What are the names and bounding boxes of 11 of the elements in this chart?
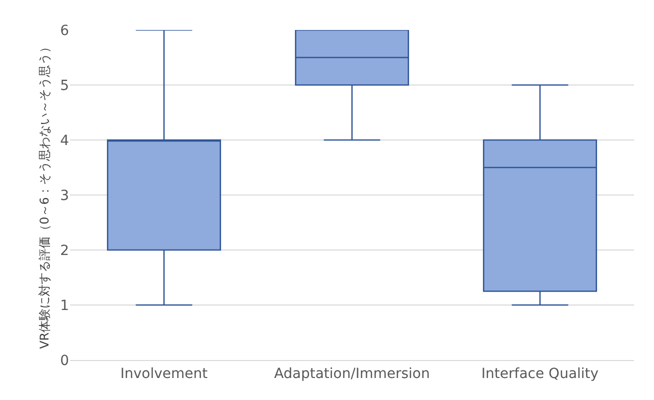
x-tick-label: Interface Quality (481, 366, 599, 382)
y-axis-title: VR体験に対する評価（0～6：そう思わない～そう思う） (37, 41, 52, 349)
y-tick-label: 4 (60, 132, 70, 149)
x-tick-label: Involvement (120, 366, 208, 382)
y-tick-label: 5 (60, 78, 69, 94)
y-tick-label: 0 (60, 352, 69, 369)
y-tick-label: 6 (60, 22, 70, 39)
x-tick-label: Adaptation/Immersion (274, 366, 430, 382)
y-tick-label: 1 (60, 298, 69, 314)
y-tick-label: 2 (60, 242, 69, 259)
y-tick-label: 3 (60, 188, 69, 204)
